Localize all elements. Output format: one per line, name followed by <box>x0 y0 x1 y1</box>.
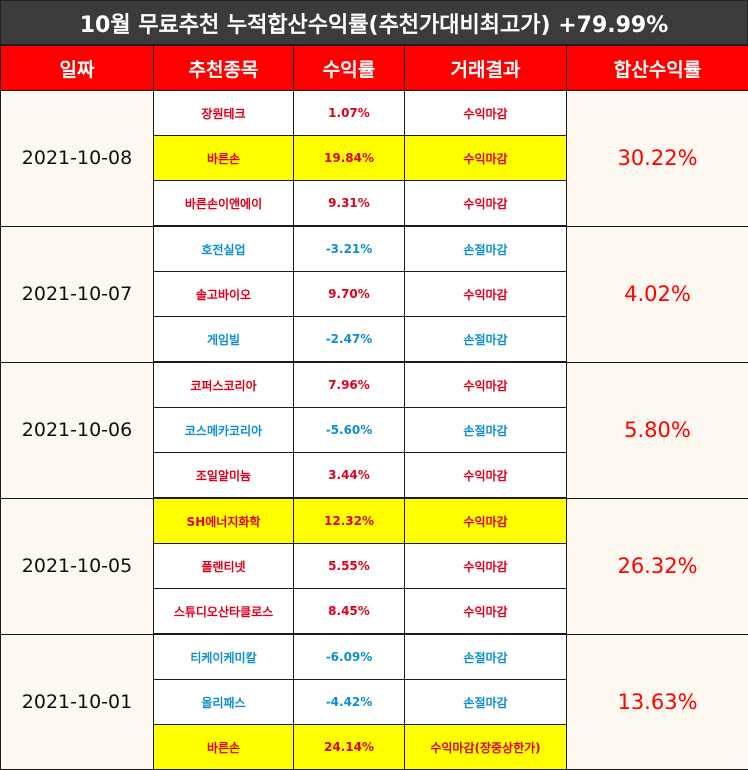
return-rate-cell: 12.32% <box>294 498 405 544</box>
stock-name-cell: 코스메카코리아 <box>154 408 294 453</box>
date-cell: 2021-10-05 <box>1 498 154 634</box>
return-rate-cell: 24.14% <box>294 725 405 770</box>
trade-result-cell: 수익마감 <box>405 181 567 227</box>
date-cell: 2021-10-01 <box>1 634 154 770</box>
return-rate-cell: -2.47% <box>294 317 405 363</box>
date-cell: 2021-10-06 <box>1 362 154 498</box>
total-return-cell: 4.02% <box>567 226 748 362</box>
return-rate-cell: 8.45% <box>294 589 405 635</box>
stock-name-cell: 장원테크 <box>154 91 294 136</box>
trade-result-cell: 수익마감 <box>405 136 567 181</box>
stock-name-cell: 코퍼스코리아 <box>154 362 294 408</box>
return-rate-cell: 19.84% <box>294 136 405 181</box>
total-return-cell: 13.63% <box>567 634 748 770</box>
trade-result-cell: 수익마감 <box>405 453 567 499</box>
trade-result-cell: 수익마감 <box>405 498 567 544</box>
date-cell: 2021-10-07 <box>1 226 154 362</box>
trade-result-cell: 수익마감 <box>405 589 567 635</box>
stock-name-cell: 호전실업 <box>154 226 294 272</box>
total-return-cell: 5.80% <box>567 362 748 498</box>
return-rate-cell: 3.44% <box>294 453 405 499</box>
trade-result-cell: 손절마감 <box>405 408 567 453</box>
stock-name-cell: 바른손 <box>154 136 294 181</box>
total-return-cell: 30.22% <box>567 91 748 227</box>
stock-name-cell: SH에너지화학 <box>154 498 294 544</box>
return-rate-cell: -4.42% <box>294 680 405 725</box>
stock-name-cell: 플랜티넷 <box>154 544 294 589</box>
return-rate-cell: 9.31% <box>294 181 405 227</box>
stock-name-cell: 조일알미늄 <box>154 453 294 499</box>
trade-result-cell: 수익마감 <box>405 362 567 408</box>
trade-result-cell: 수익마감(장중상한가) <box>405 725 567 770</box>
stock-name-cell: 솔고바이오 <box>154 272 294 317</box>
return-rate-cell: 5.55% <box>294 544 405 589</box>
header-date: 일짜 <box>1 46 154 91</box>
stock-name-cell: 올리패스 <box>154 680 294 725</box>
trade-result-cell: 수익마감 <box>405 91 567 136</box>
trade-result-cell: 수익마감 <box>405 272 567 317</box>
trade-result-cell: 손절마감 <box>405 680 567 725</box>
header-row: 일짜 추천종목 수익률 거래결과 합산수익률 <box>1 46 748 91</box>
header-result: 거래결과 <box>405 46 567 91</box>
stock-name-cell: 게임빌 <box>154 317 294 363</box>
page-title: 10월 무료추천 누적합산수익률(추천가대비최고가) +79.99% <box>0 0 748 45</box>
return-rate-cell: 9.70% <box>294 272 405 317</box>
header-rate: 수익률 <box>294 46 405 91</box>
return-rate-cell: 7.96% <box>294 362 405 408</box>
stock-name-cell: 바른손이앤에이 <box>154 181 294 227</box>
trade-result-cell: 손절마감 <box>405 226 567 272</box>
stock-name-cell: 스튜디오산타클로스 <box>154 589 294 635</box>
return-rate-cell: 1.07% <box>294 91 405 136</box>
return-rate-cell: -3.21% <box>294 226 405 272</box>
trade-result-cell: 손절마감 <box>405 634 567 680</box>
header-total: 합산수익률 <box>567 46 748 91</box>
return-rate-cell: -6.09% <box>294 634 405 680</box>
return-rate-cell: -5.60% <box>294 408 405 453</box>
header-stock: 추천종목 <box>154 46 294 91</box>
date-cell: 2021-10-08 <box>1 91 154 227</box>
stock-name-cell: 바른손 <box>154 725 294 770</box>
stock-name-cell: 티케이케미칼 <box>154 634 294 680</box>
trade-result-cell: 수익마감 <box>405 544 567 589</box>
total-return-cell: 26.32% <box>567 498 748 634</box>
trade-result-cell: 손절마감 <box>405 317 567 363</box>
